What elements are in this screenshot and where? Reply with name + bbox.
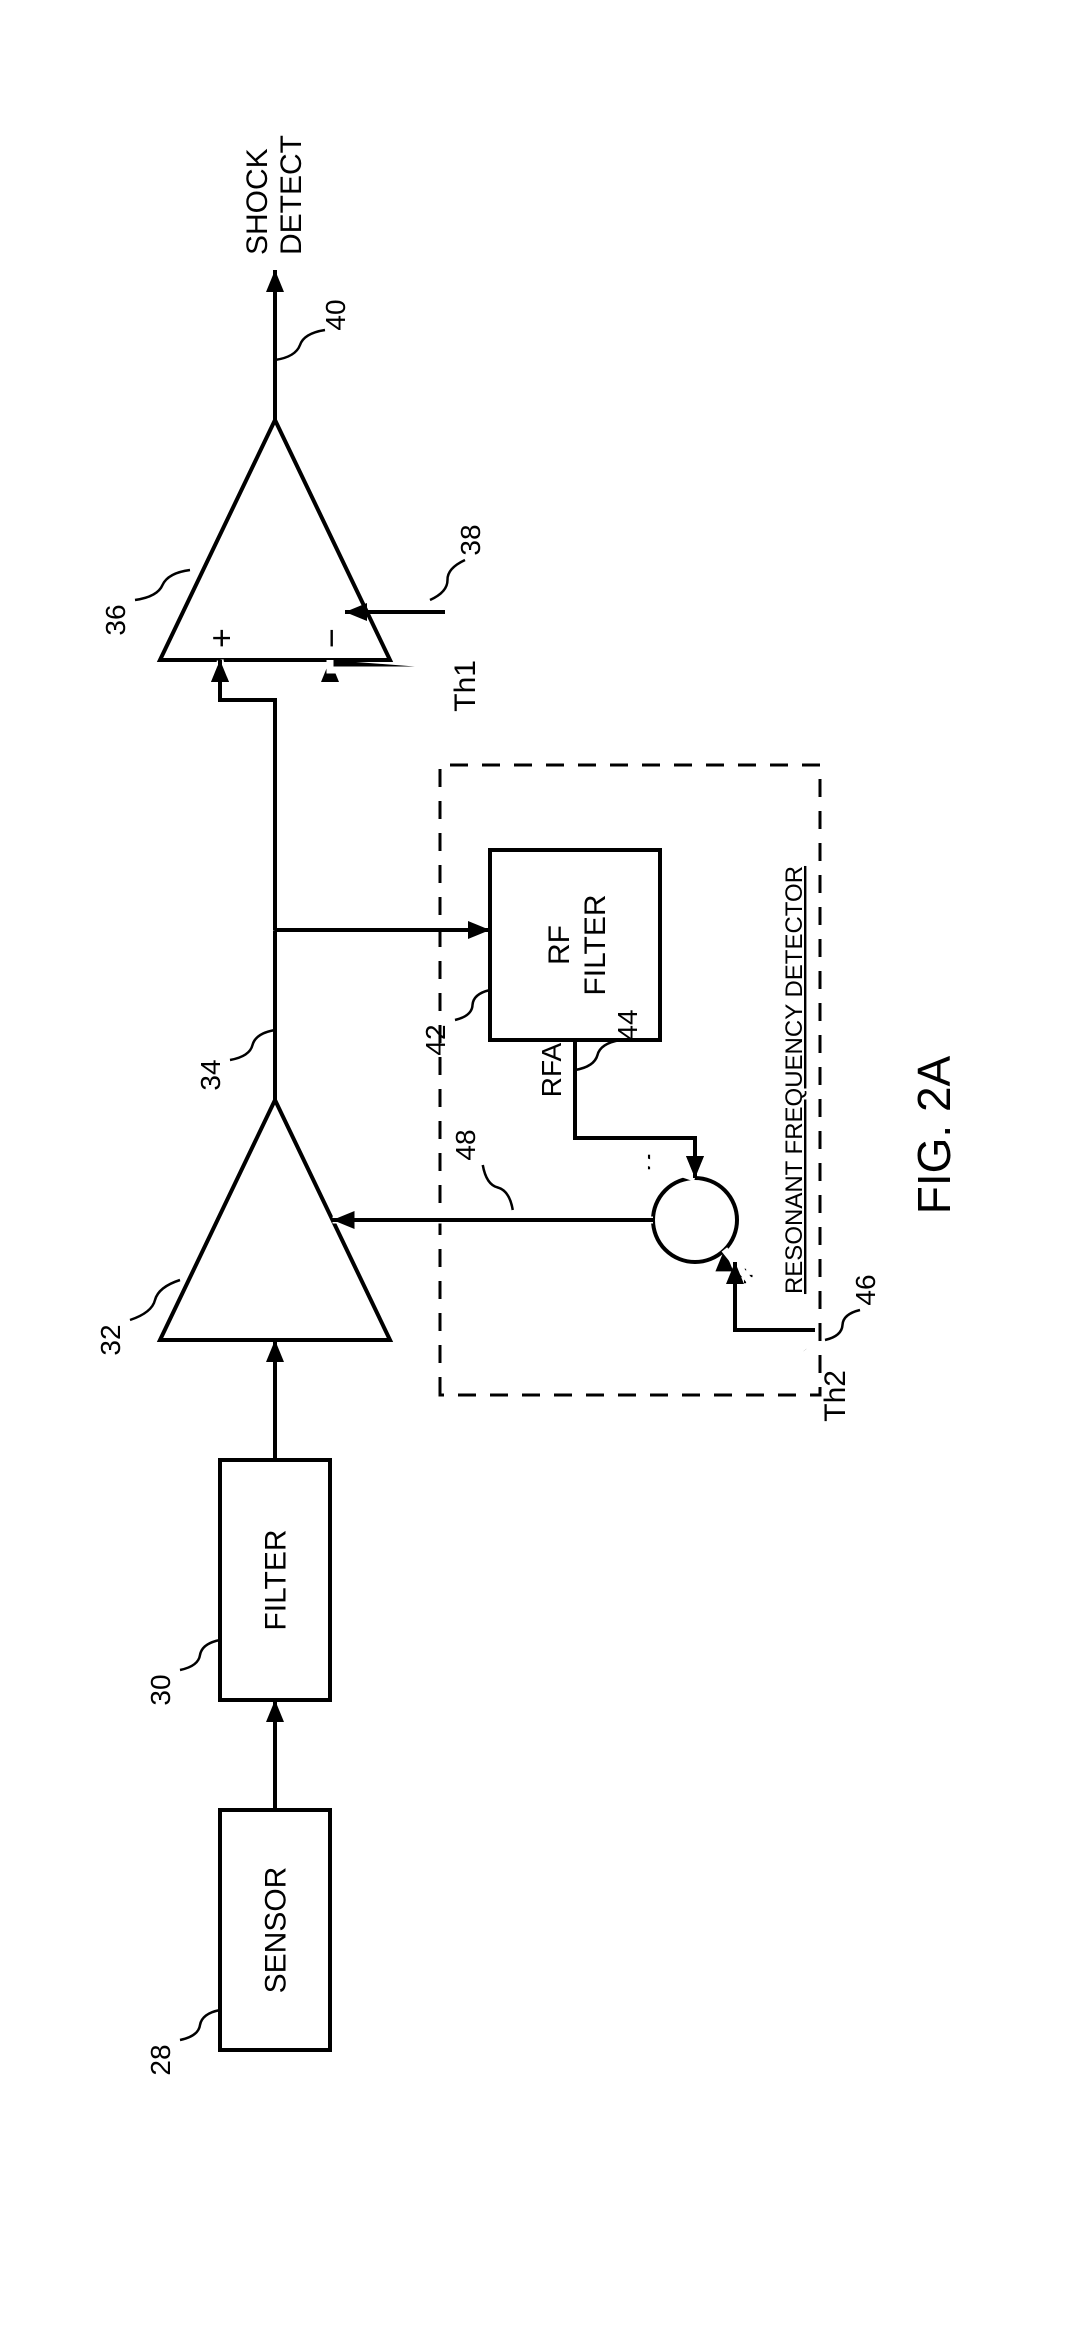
svg-text:Th1: Th1: [449, 660, 482, 712]
svg-text:44: 44: [612, 1009, 643, 1040]
svg-text:40: 40: [320, 299, 351, 330]
svg-text:FILTER: FILTER: [579, 894, 612, 995]
comparator: + − 36: [100, 420, 390, 660]
svg-text:34: 34: [195, 1059, 226, 1090]
shock-detect-output: SHOCKDETECT 40: [241, 135, 351, 420]
svg-text:48: 48: [450, 1129, 481, 1160]
svg-text:SHOCK: SHOCK: [241, 148, 274, 255]
svg-text:FILTER: FILTER: [260, 1529, 293, 1630]
svg-text:30: 30: [145, 1674, 176, 1705]
svg-text:RF: RF: [543, 925, 576, 965]
figure-title: FIG. 2A: [908, 1055, 960, 1214]
amplifier: 32: [95, 1100, 390, 1356]
svg-text:RFA: RFA: [536, 1042, 567, 1097]
svg-text:+: +: [203, 628, 241, 648]
svg-text:32: 32: [95, 1324, 126, 1355]
svg-text:RESONANT FREQUENCY DETECTOR: RESONANT FREQUENCY DETECTOR: [781, 866, 808, 1294]
svg-text:28: 28: [145, 2044, 176, 2075]
svg-text:46: 46: [850, 1274, 881, 1305]
svg-text:DETECT: DETECT: [275, 135, 308, 255]
svg-text:36: 36: [100, 604, 131, 635]
sensor-block: SENSOR 28: [145, 1810, 330, 2076]
svg-text:SENSOR: SENSOR: [260, 1867, 293, 1994]
signal-amp-out: 34: [195, 1030, 275, 1091]
svg-text:−: −: [313, 628, 351, 648]
svg-text:Th2: Th2: [819, 1370, 852, 1422]
svg-text:38: 38: [455, 524, 486, 555]
filter-block: FILTER 30: [145, 1460, 330, 1706]
svg-text:42: 42: [420, 1024, 451, 1055]
